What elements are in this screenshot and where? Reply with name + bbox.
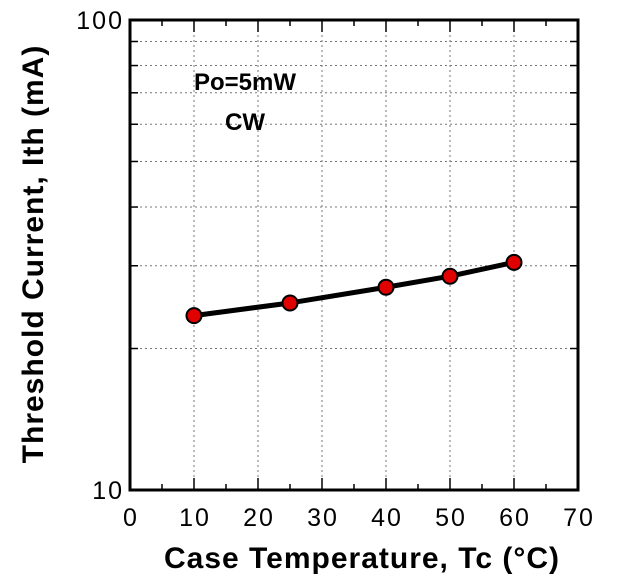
data-point [377,278,395,296]
series-line [191,259,517,319]
x-tick-label: 70 [563,504,595,532]
plot-frame [128,18,580,492]
x-tick-label: 30 [307,504,339,532]
x-tick-labels: 0 10 20 30 40 50 60 70 [123,504,595,532]
x-tick-label: 40 [371,504,403,532]
x-tick-label: 0 [123,504,139,532]
data-point [505,253,523,271]
annotation-mode: CW [225,109,265,136]
x-tick-label: 50 [435,504,467,532]
data-point [185,307,203,325]
data-point [441,267,459,285]
y-axis-title: Threshold Current, Ith (mA) [17,45,50,464]
x-tick-label: 60 [499,504,531,532]
x-tick-label: 20 [243,504,275,532]
y-tick-label: 100 [76,7,124,35]
data-point [281,294,299,312]
annotation-power: Po=5mW [194,69,296,96]
x-axis-title: Case Temperature, Tc (°C) [164,542,560,575]
y-tick-labels: 10 100 [76,7,124,505]
x-tick-label: 10 [179,504,211,532]
series-layer [185,253,523,325]
y-tick-label: 10 [92,477,124,505]
